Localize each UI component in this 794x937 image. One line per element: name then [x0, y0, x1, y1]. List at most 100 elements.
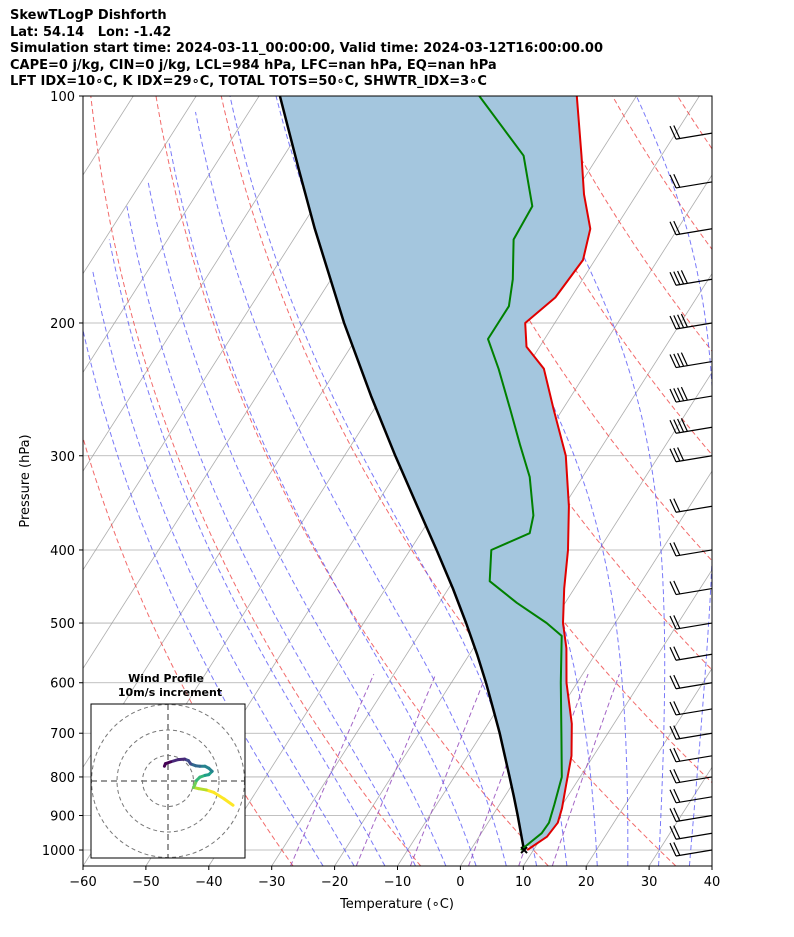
y-tick-label: 800	[50, 771, 75, 786]
dry-adiabat-line	[155, 96, 549, 866]
isotherm-line	[83, 96, 386, 571]
wind-barb-flag	[669, 842, 677, 857]
wind-barb-shaft	[675, 549, 713, 557]
y-tick-label: 400	[50, 544, 75, 559]
wind-barb-shaft	[675, 653, 713, 661]
wind-barb-flag	[669, 354, 677, 368]
wind-barb	[669, 825, 713, 840]
wind-barb-shaft	[675, 776, 713, 784]
wind-barb	[669, 701, 713, 716]
x-tick-label: 0	[456, 875, 464, 890]
wind-barb-flag	[677, 447, 685, 461]
parcel-profile-line	[278, 96, 526, 851]
wind-barb-shaft	[675, 708, 713, 716]
wind-barb-shaft	[675, 278, 713, 286]
wind-barb-flag	[669, 272, 677, 286]
y-tick-label: 200	[50, 317, 75, 332]
dry-adiabat-line	[416, 96, 712, 562]
wind-barb-flag	[669, 388, 677, 403]
wind-barb-flag	[673, 315, 681, 329]
x-tick-label: −20	[321, 875, 348, 890]
wind-barb-flag	[680, 313, 688, 328]
dry-adiabat-line	[285, 96, 712, 784]
wind-barb-flag	[673, 842, 681, 856]
wind-barb	[669, 313, 713, 330]
wind-barb-flag	[669, 646, 677, 661]
wind-barb-flag	[673, 747, 681, 762]
wind-barb-flag	[669, 748, 677, 763]
wind-barb-flag	[673, 125, 681, 139]
dry-adiabat-line	[546, 96, 712, 352]
wind-barb-flag	[673, 725, 681, 739]
wind-barb-shaft	[675, 360, 713, 369]
wind-barb-shaft	[675, 755, 713, 763]
y-tick-label: 500	[50, 617, 75, 632]
wind-barb-flag	[669, 125, 677, 140]
wind-barb-flag	[669, 825, 677, 840]
wind-barb-flag	[673, 271, 681, 285]
wind-barb-shaft	[675, 455, 713, 463]
wind-barb	[669, 125, 713, 140]
wind-barb-flag	[673, 788, 681, 803]
wind-barb-flag	[673, 701, 681, 715]
location-text: Lat: 54.14 Lon: -1.42	[10, 24, 172, 40]
moist-adiabat-line	[147, 181, 447, 866]
wind-barb	[669, 747, 713, 763]
y-tick-label: 900	[50, 810, 75, 825]
hodograph-plot	[91, 704, 245, 858]
x-tick-label: 20	[578, 875, 595, 890]
wind-barb-flag	[669, 542, 677, 557]
isotherm-line	[0, 96, 70, 866]
wind-barb-shaft	[675, 682, 713, 690]
wind-barb	[669, 270, 713, 286]
wind-barb	[669, 769, 713, 784]
wind-barb-flag	[673, 388, 681, 402]
plot-area	[0, 96, 781, 866]
chart-header: SkewTLogP Dishforth Lat: 54.14 Lon: -1.4…	[10, 8, 603, 91]
y-tick-label: 700	[50, 727, 75, 742]
isotherm-line	[83, 96, 197, 275]
wind-barb-flag	[669, 725, 677, 740]
mixing-ratio-line	[409, 673, 488, 866]
wind-barb-flag	[669, 808, 677, 822]
wind-barb	[669, 674, 713, 690]
wind-barb-flag	[677, 270, 685, 285]
wind-barb-flag	[680, 352, 688, 366]
wind-barb-flag	[669, 581, 677, 595]
wind-barb-flag	[673, 825, 681, 839]
isotherm-line	[522, 569, 712, 866]
x-tick-label: −10	[384, 875, 411, 890]
wind-barb-flag	[669, 789, 677, 804]
moist-adiabat-line	[720, 96, 781, 866]
moist-adiabat-line	[108, 239, 386, 866]
wind-barb-flag	[673, 220, 681, 235]
wind-barb-flag	[680, 418, 688, 432]
wind-barb	[669, 418, 713, 434]
wind-barb-flag	[669, 420, 677, 434]
wind-barb-flag	[673, 498, 681, 512]
wind-barb-flag	[669, 315, 677, 330]
moist-adiabat-line	[195, 111, 507, 866]
wind-barb	[669, 174, 713, 189]
wind-barb-shaft	[675, 849, 713, 857]
isotherm-line	[0, 96, 8, 866]
wind-barb-flag	[673, 419, 681, 433]
wind-barb-shaft	[675, 732, 713, 740]
x-tick-label: −40	[195, 875, 222, 890]
wind-barb-shaft	[675, 395, 713, 403]
moist-adiabat-line	[168, 141, 477, 866]
hodograph-subtitle: 10m/s increment	[118, 686, 222, 699]
isotherm-line	[83, 96, 323, 472]
hodograph-trace	[222, 797, 235, 807]
wind-barb-flag	[673, 353, 681, 368]
wind-barb	[669, 807, 713, 823]
wind-barb	[669, 842, 713, 857]
y-tick-label: 600	[50, 677, 75, 692]
hodograph-trace	[212, 790, 226, 801]
x-tick-label: −50	[132, 875, 159, 890]
wind-barb	[669, 386, 713, 403]
wind-barb	[669, 352, 713, 369]
wind-barb-flag	[673, 674, 681, 689]
hodograph-inset: Wind Profile 10m/s increment	[90, 672, 246, 859]
